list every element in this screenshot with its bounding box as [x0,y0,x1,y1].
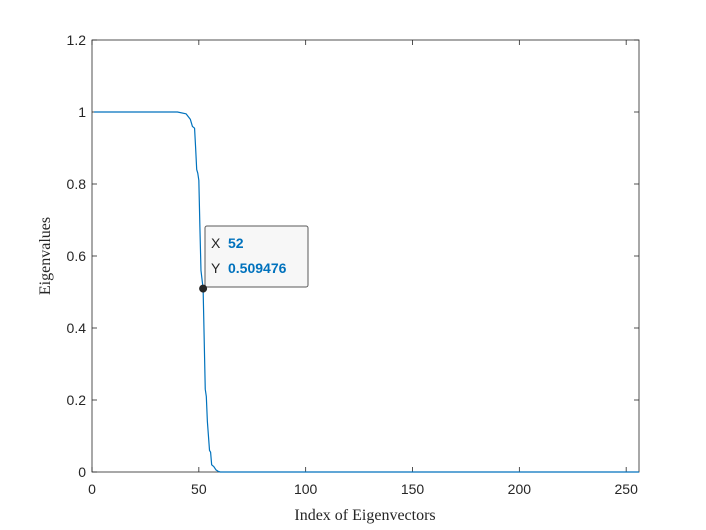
x-tick-labels: 0 50 100 150 200 250 [88,481,638,497]
x-tick-label: 50 [191,481,207,497]
axis-ticks [91,39,639,473]
datatip-y-key: Y [211,260,221,276]
axes-box [91,39,640,473]
x-tick-label: 150 [401,481,425,497]
y-tick-label: 1 [78,104,86,120]
datatip[interactable]: X 52 Y 0.509476 [199,225,309,293]
y-tick-label: 0.2 [67,392,87,408]
x-tick-label: 100 [294,481,318,497]
eigenvalue-series-line [94,111,639,473]
datatip-box [204,225,309,288]
y-tick-labels: 0 0.2 0.4 0.6 0.8 1 1.2 [67,32,87,480]
datatip-x-value: 52 [228,235,244,251]
datatip-y-value: 0.509476 [228,260,287,276]
x-axis-label: Index of Eigenvectors [294,507,435,524]
y-tick-label: 0.6 [67,248,87,264]
datatip-marker[interactable] [199,284,208,293]
y-tick-label: 0 [78,464,86,480]
datatip-x-key: X [211,235,221,251]
x-tick-label: 250 [615,481,639,497]
y-axis-label: Eigenvalues [37,217,54,295]
y-tick-label: 0.4 [67,320,87,336]
y-tick-label: 0.8 [67,176,87,192]
x-tick-label: 200 [508,481,532,497]
x-tick-label: 0 [88,481,96,497]
y-tick-label: 1.2 [67,32,87,48]
